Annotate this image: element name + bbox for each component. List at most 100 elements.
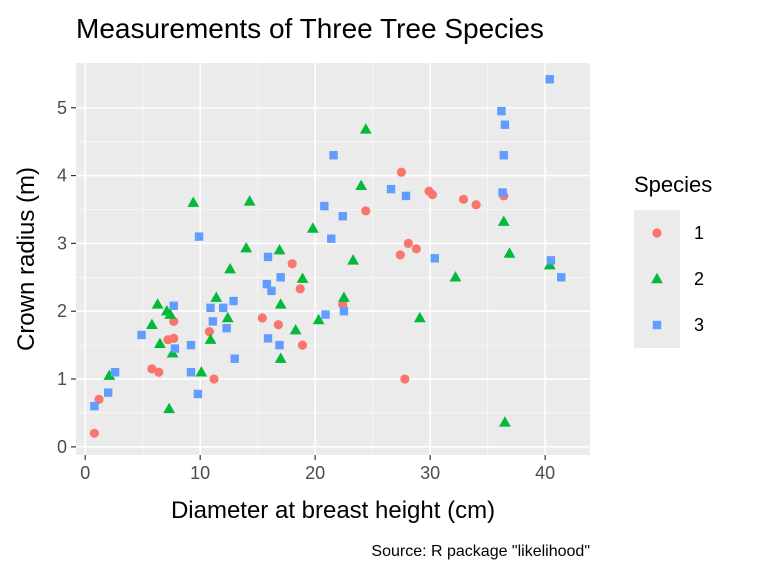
data-point-species-2 <box>187 196 200 207</box>
data-point-species-3 <box>497 106 506 116</box>
x-tick-label: 10 <box>190 463 210 483</box>
data-point-species-2 <box>103 369 116 380</box>
y-tick-label: 5 <box>57 98 67 118</box>
data-point-species-3 <box>90 401 99 411</box>
data-point-species-2 <box>163 402 176 414</box>
x-axis: 0 10 20 30 40 <box>80 455 555 483</box>
data-point-species-3 <box>500 120 510 129</box>
legend-label: 1 <box>694 223 704 243</box>
data-point-species-1 <box>154 367 164 377</box>
data-point-species-3 <box>401 191 411 201</box>
data-point-species-2 <box>497 215 510 226</box>
data-point-species-2 <box>274 298 287 309</box>
data-point-species-3 <box>339 307 349 316</box>
data-point-species-1 <box>338 299 348 310</box>
data-point-species-2 <box>146 318 158 330</box>
plot-panel <box>76 63 590 455</box>
data-point-species-1 <box>395 250 405 260</box>
data-point-species-3 <box>545 75 554 84</box>
data-point-species-3 <box>193 389 203 399</box>
data-point-species-1 <box>273 320 283 330</box>
data-point-species-1 <box>403 238 413 249</box>
y-tick-label: 0 <box>57 437 67 457</box>
data-point-species-2 <box>296 272 309 283</box>
data-point-species-2 <box>151 298 164 309</box>
data-point-species-3 <box>276 273 285 282</box>
data-point-species-2 <box>164 308 177 319</box>
data-point-species-2 <box>306 222 319 233</box>
data-point-species-2 <box>154 337 166 348</box>
legend-label: 3 <box>694 315 704 335</box>
data-point-species-1 <box>458 194 469 204</box>
y-tick-label: 2 <box>57 301 67 321</box>
data-point-species-1 <box>411 244 421 254</box>
data-point-species-3 <box>275 340 284 350</box>
data-point-species-1 <box>471 200 481 210</box>
data-point-species-1 <box>287 259 297 269</box>
data-point-species-3 <box>320 201 329 211</box>
data-point-species-2 <box>413 311 426 323</box>
data-point-species-2 <box>499 416 511 427</box>
data-point-species-2 <box>347 254 360 265</box>
data-point-species-1 <box>209 374 219 384</box>
data-point-species-3 <box>208 317 218 326</box>
y-tick-label: 3 <box>57 233 67 253</box>
y-axis-title: Crown radius (m) <box>13 167 40 351</box>
data-point-species-3 <box>263 334 273 343</box>
chart-caption: Source: R package "likelihood" <box>371 543 590 560</box>
data-point-species-1 <box>147 364 157 374</box>
data-point-species-3 <box>186 368 196 377</box>
data-point-species-3 <box>327 234 336 243</box>
data-point-species-2 <box>210 291 223 302</box>
data-point-species-2 <box>240 241 253 253</box>
data-point-species-3 <box>499 151 508 160</box>
data-point-species-2 <box>338 291 350 302</box>
data-point-species-3 <box>194 232 204 241</box>
data-point-species-3 <box>222 323 231 333</box>
data-point-species-3 <box>329 151 338 160</box>
data-point-species-2 <box>312 313 325 325</box>
data-points <box>89 75 566 438</box>
x-tick-label: 30 <box>420 463 440 483</box>
data-point-species-1 <box>169 316 179 326</box>
data-point-species-3 <box>267 286 276 296</box>
data-point-species-3 <box>338 212 347 221</box>
data-point-species-3 <box>262 279 272 289</box>
data-point-species-3 <box>430 254 439 263</box>
data-point-species-1 <box>295 284 305 294</box>
data-point-species-3 <box>230 354 239 363</box>
data-point-species-3 <box>170 344 180 353</box>
y-tick-label: 1 <box>57 369 67 389</box>
y-axis: 0 1 2 3 4 5 <box>57 98 76 457</box>
data-point-species-3 <box>321 310 330 319</box>
data-point-species-3 <box>386 184 396 194</box>
x-tick-label: 0 <box>80 463 90 483</box>
data-point-species-1 <box>169 333 179 343</box>
data-point-species-2 <box>273 243 286 255</box>
legend-key-species-2 <box>651 272 663 284</box>
data-point-species-2 <box>289 324 302 335</box>
data-point-species-3 <box>229 296 238 306</box>
data-point-species-1 <box>257 313 267 323</box>
data-point-species-1 <box>89 428 99 438</box>
data-point-species-2 <box>204 333 217 344</box>
data-point-species-3 <box>206 303 215 313</box>
data-point-species-1 <box>204 326 214 337</box>
data-point-species-3 <box>557 273 566 282</box>
data-point-species-3 <box>263 252 273 262</box>
data-point-species-3 <box>218 303 228 313</box>
data-point-species-1 <box>427 189 438 200</box>
y-tick-label: 4 <box>57 166 67 186</box>
data-point-species-3 <box>186 340 196 350</box>
data-point-species-2 <box>359 123 372 134</box>
legend-title: Species <box>634 172 712 197</box>
data-point-species-2 <box>355 179 368 190</box>
legend: Species 1 2 3 <box>634 172 712 348</box>
legend-key-species-3 <box>652 320 662 330</box>
data-point-species-2 <box>243 195 256 206</box>
data-point-species-3 <box>137 330 146 340</box>
data-point-species-1 <box>297 340 308 350</box>
data-point-species-2 <box>503 247 516 258</box>
data-point-species-3 <box>169 301 178 310</box>
